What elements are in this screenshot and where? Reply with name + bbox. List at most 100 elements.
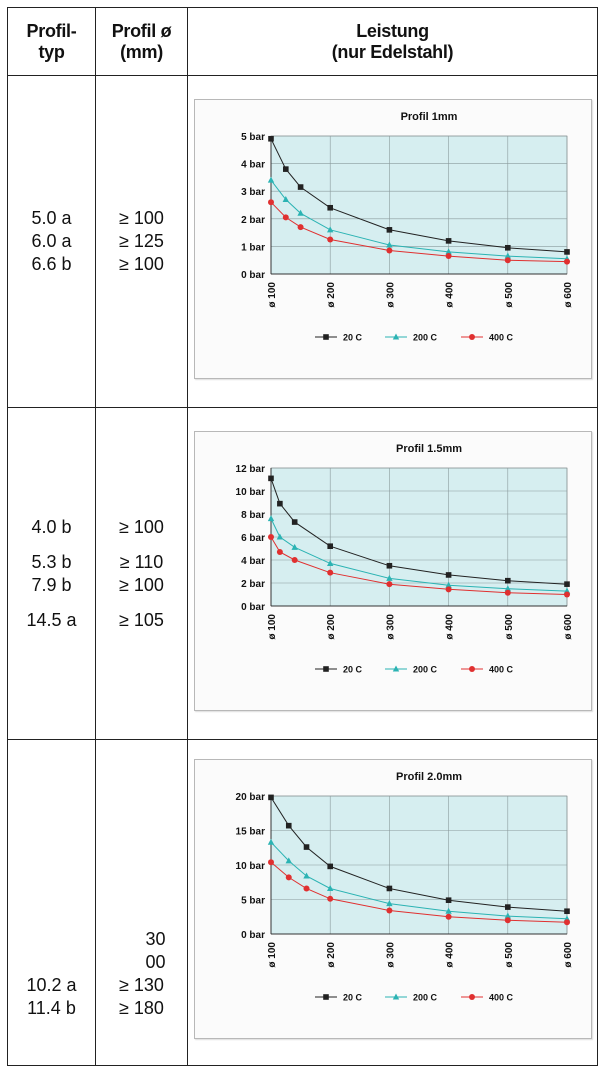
profile-diameter-value: 00 xyxy=(145,952,166,972)
data-point xyxy=(504,917,511,924)
profile-diameter-value: ≥ 105 xyxy=(119,609,164,630)
legend-marker xyxy=(392,333,399,340)
profile-type-value xyxy=(26,928,76,951)
header-profile-type: Profil- typ xyxy=(7,7,96,76)
legend-marker xyxy=(468,994,475,1000)
data-point xyxy=(385,241,393,248)
legend-marker xyxy=(392,665,399,672)
data-point xyxy=(563,249,570,255)
data-point xyxy=(385,574,393,581)
chart-cell: Profil 2.0mm 0 bar 5 bar 10 bar 15 bar 20 bar… xyxy=(187,739,598,1066)
data-point xyxy=(504,904,511,910)
x-tick-label: ø 200 xyxy=(326,282,337,308)
profile-type-value: 10.2 a xyxy=(26,975,77,995)
x-tick-label: ø 600 xyxy=(563,282,574,308)
chart-title: Profil 1.5mm xyxy=(395,443,461,455)
header-profile-type-line1: Profil- xyxy=(26,20,77,41)
data-point xyxy=(303,885,310,892)
plot-area xyxy=(270,135,567,275)
y-tick-label: 15 bar xyxy=(235,827,265,838)
data-point xyxy=(291,557,298,563)
data-point xyxy=(285,822,292,829)
y-tick-label: 0 bar xyxy=(241,270,265,281)
profile-type-value: 14.5 a xyxy=(26,609,77,630)
series-line xyxy=(270,478,567,585)
data-point xyxy=(444,581,452,588)
chart-profil-1-5mm: Profil 1.5mm 0 bar 2 bar 4 bar 6 bar 8 bar 10 … xyxy=(193,431,592,711)
data-point xyxy=(267,176,274,183)
chart-svg: Profil 1.5mm 0 bar 2 bar 4 bar 6 bar 8 bar 10 … xyxy=(235,443,573,675)
legend-label: 200 C xyxy=(413,665,438,675)
legend-marker xyxy=(322,666,329,672)
chart-svg: Profil 1mm 0 bar 1 bar 2 bar 3 bar 4 bar 5 bar… xyxy=(241,111,574,343)
y-tick-label: 10 bar xyxy=(235,861,265,872)
table-row: 10.2 a 11.4 b 30 00 ≥ 130 ≥ 180 Profil 2… xyxy=(7,739,598,1066)
profile-diameter-value: ≥ 100 xyxy=(119,516,164,537)
profile-type-value: 6.0 a xyxy=(31,231,72,251)
data-point xyxy=(385,900,393,907)
series-line xyxy=(270,841,567,920)
data-point xyxy=(297,184,303,190)
data-point xyxy=(302,872,310,879)
chart-profil-1mm: Profil 1mm 0 bar 1 bar 2 bar 3 bar 4 bar 5 bar… xyxy=(193,99,592,379)
profile-diameter-value: ≥ 125 xyxy=(119,231,164,251)
data-point xyxy=(563,258,570,265)
data-point xyxy=(267,135,274,142)
data-point xyxy=(267,199,274,206)
profile-type-value: 4.0 b xyxy=(31,516,72,537)
x-tick-label: ø 300 xyxy=(385,614,396,640)
data-point xyxy=(296,209,304,216)
y-tick-label: 0 bar xyxy=(241,930,265,941)
data-point xyxy=(386,562,392,569)
legend-label: 200 C xyxy=(413,333,438,343)
data-point xyxy=(326,226,333,233)
data-point xyxy=(504,585,511,592)
profile-type-value xyxy=(26,951,76,974)
profile-type-cell: 5.0 a 6.0 a 6.6 b xyxy=(7,75,96,408)
profile-type-cell: 10.2 a 11.4 b xyxy=(7,739,96,1066)
data-point xyxy=(504,912,511,919)
series-line xyxy=(270,797,567,912)
header-profile-diameter-line2: (mm) xyxy=(120,41,163,62)
legend-marker xyxy=(468,666,475,672)
y-tick-label: 4 bar xyxy=(241,556,265,567)
y-tick-label: 5 bar xyxy=(241,896,265,907)
profile-diameter-value: ≥ 100 xyxy=(119,208,164,228)
header-performance-line1: Leistung xyxy=(356,20,429,41)
y-tick-label: 4 bar xyxy=(241,160,265,171)
series-line xyxy=(270,138,567,253)
y-tick-label: 8 bar xyxy=(241,510,265,521)
legend-marker xyxy=(322,334,329,340)
y-tick-label: 20 bar xyxy=(235,792,265,803)
profile-diameter-value: ≥ 100 xyxy=(119,574,164,595)
table-row: 5.0 a 6.0 a 6.6 b ≥ 100 ≥ 125 ≥ 100 Prof… xyxy=(7,75,598,408)
data-point xyxy=(276,548,283,555)
data-point xyxy=(267,794,274,801)
data-point xyxy=(445,572,451,578)
data-point xyxy=(326,895,333,902)
data-point xyxy=(282,214,289,221)
profile-diameter-cell: ≥ 100 ≥ 125 ≥ 100 xyxy=(95,75,188,408)
data-point xyxy=(267,859,274,866)
chart-profil-2mm: Profil 2.0mm 0 bar 5 bar 10 bar 15 bar 20 bar… xyxy=(193,759,592,1039)
legend-label: 20 C xyxy=(343,993,363,1003)
x-tick-label: ø 100 xyxy=(267,614,278,640)
header-row: Profil- typ Profil ø (mm) Leistung (nur … xyxy=(7,7,598,76)
y-tick-label: 3 bar xyxy=(241,187,265,198)
data-point xyxy=(276,500,283,507)
data-point xyxy=(285,874,292,881)
chart-cell: Profil 1.5mm 0 bar 2 bar 4 bar 6 bar 8 bar 10 … xyxy=(187,407,598,740)
data-point xyxy=(326,204,333,211)
data-point xyxy=(504,244,511,251)
data-point xyxy=(445,238,451,244)
profile-diameter-cell: ≥ 100 ≥ 110 ≥ 100 ≥ 105 xyxy=(95,407,188,740)
table-row: 4.0 b 5.3 b 7.9 b 14.5 a ≥ 100 ≥ 110 ≥ 1… xyxy=(7,407,598,740)
legend-label: 400 C xyxy=(489,993,514,1003)
x-tick-label: ø 500 xyxy=(503,614,514,640)
profile-type-value: 5.0 a xyxy=(31,208,72,228)
data-point xyxy=(267,515,274,522)
data-point xyxy=(444,248,452,255)
data-point xyxy=(504,257,511,264)
header-profile-type-line2: typ xyxy=(38,41,65,62)
profile-diameter-value: 30 xyxy=(145,929,166,949)
